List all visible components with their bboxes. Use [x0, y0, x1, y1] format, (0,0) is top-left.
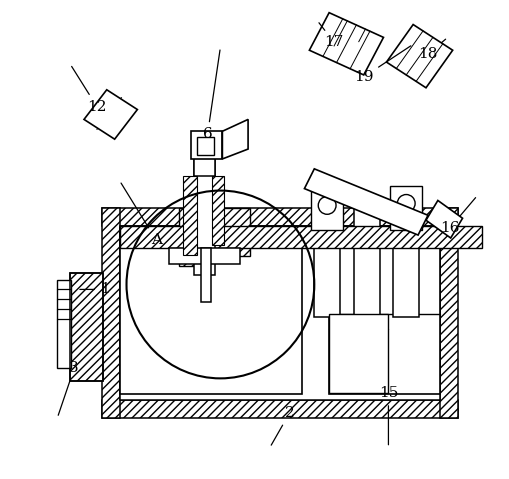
Bar — [179, 208, 200, 266]
Bar — [193, 156, 215, 176]
Text: 16: 16 — [439, 198, 475, 235]
Bar — [70, 273, 103, 381]
Text: A: A — [121, 183, 161, 247]
Circle shape — [397, 194, 414, 212]
Text: 17: 17 — [318, 23, 343, 49]
Bar — [119, 228, 302, 394]
Text: 19: 19 — [353, 46, 410, 84]
Bar — [215, 208, 249, 256]
Bar — [390, 186, 421, 230]
Circle shape — [318, 196, 335, 214]
Bar — [183, 176, 196, 255]
Bar — [190, 131, 222, 159]
Bar — [193, 156, 215, 274]
Text: 2: 2 — [271, 406, 294, 445]
Text: 6: 6 — [202, 50, 219, 141]
Bar — [57, 280, 71, 368]
Bar — [196, 137, 214, 155]
Bar — [328, 228, 439, 394]
Text: 18: 18 — [417, 39, 445, 61]
Text: 15: 15 — [378, 386, 398, 445]
Bar — [168, 248, 240, 264]
Bar — [102, 208, 457, 226]
Polygon shape — [386, 24, 452, 88]
Bar — [102, 400, 457, 418]
Bar — [328, 314, 388, 393]
Text: 12: 12 — [71, 67, 106, 114]
Bar — [119, 226, 482, 248]
Bar — [310, 189, 342, 230]
Polygon shape — [309, 12, 383, 75]
Bar — [212, 176, 224, 245]
Bar — [353, 208, 379, 317]
Bar — [314, 228, 340, 317]
Bar — [392, 228, 418, 317]
Bar — [439, 208, 457, 418]
Polygon shape — [84, 90, 137, 139]
Bar — [119, 226, 439, 400]
Polygon shape — [222, 119, 247, 159]
Text: 3: 3 — [58, 362, 79, 415]
Bar — [200, 248, 210, 302]
Bar — [70, 273, 103, 381]
Bar — [102, 208, 119, 418]
Polygon shape — [304, 169, 427, 235]
Polygon shape — [425, 200, 462, 238]
Text: 1: 1 — [80, 283, 109, 297]
